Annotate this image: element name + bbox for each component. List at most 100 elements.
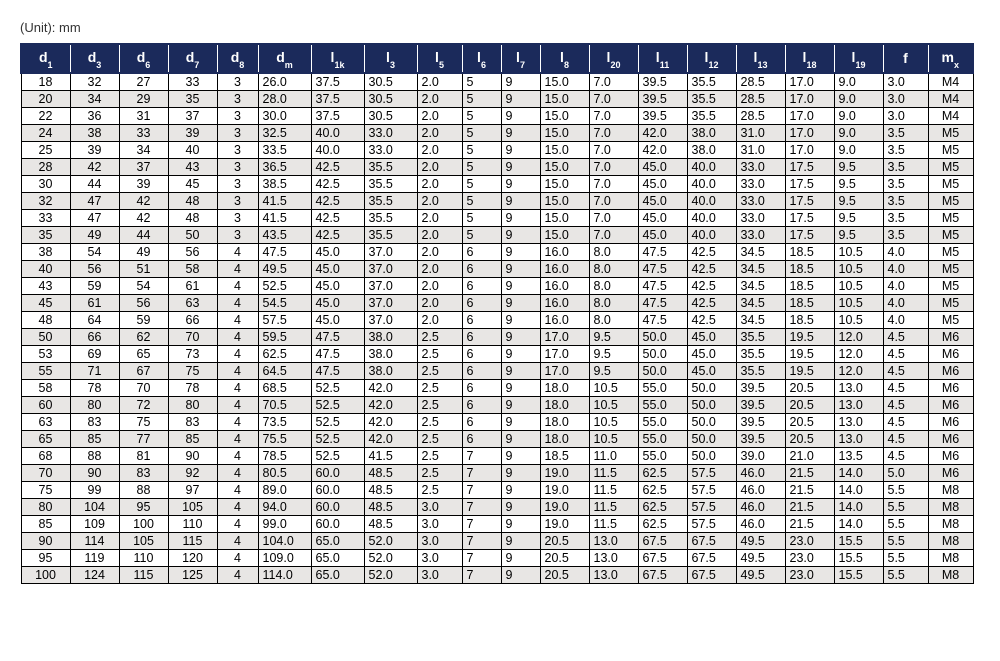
table-cell: 45.0: [638, 175, 687, 192]
table-cell: 9: [501, 175, 540, 192]
table-cell: M5: [928, 209, 973, 226]
table-cell: 94.0: [258, 498, 311, 515]
table-cell: 114.0: [258, 566, 311, 583]
table-cell: 9: [501, 226, 540, 243]
table-cell: 42.0: [364, 396, 417, 413]
table-cell: 38.5: [258, 175, 311, 192]
table-cell: 35.5: [364, 209, 417, 226]
table-cell: 40.0: [311, 124, 364, 141]
table-cell: 42.0: [364, 413, 417, 430]
table-cell: 34.5: [736, 294, 785, 311]
table-cell: 32: [21, 192, 70, 209]
table-cell: 2.0: [417, 277, 462, 294]
table-cell: 2.5: [417, 481, 462, 498]
table-cell: 47.5: [311, 328, 364, 345]
table-cell: 15.5: [834, 549, 883, 566]
table-cell: 33.0: [736, 158, 785, 175]
table-cell: 45.0: [638, 209, 687, 226]
table-cell: 39.5: [736, 413, 785, 430]
table-cell: 17.5: [785, 226, 834, 243]
table-cell: 28: [21, 158, 70, 175]
table-cell: 17.0: [540, 362, 589, 379]
table-cell: 64: [70, 311, 119, 328]
table-cell: 57.5: [687, 498, 736, 515]
unit-label: (Unit): mm: [20, 20, 980, 35]
table-cell: 41.5: [258, 192, 311, 209]
table-cell: 58: [21, 379, 70, 396]
table-cell: 28.5: [736, 107, 785, 124]
table-row: 32474248341.542.535.52.05915.07.045.040.…: [21, 192, 973, 209]
table-cell: 12.0: [834, 345, 883, 362]
table-cell: M6: [928, 447, 973, 464]
table-cell: 4.5: [883, 345, 928, 362]
table-cell: 50: [168, 226, 217, 243]
table-cell: 34.5: [736, 277, 785, 294]
table-cell: 3: [217, 226, 258, 243]
table-cell: 7.0: [589, 90, 638, 107]
table-cell: 47.5: [311, 345, 364, 362]
table-cell: 40.0: [687, 192, 736, 209]
table-cell: 49.5: [736, 566, 785, 583]
table-cell: 10.5: [589, 430, 638, 447]
table-cell: 6: [462, 413, 501, 430]
table-cell: 35: [21, 226, 70, 243]
table-cell: 89.0: [258, 481, 311, 498]
table-cell: M5: [928, 175, 973, 192]
table-cell: 49: [119, 243, 168, 260]
table-cell: 33.0: [736, 192, 785, 209]
table-cell: 20.5: [785, 396, 834, 413]
table-cell: 42.5: [687, 294, 736, 311]
table-cell: 42.0: [638, 124, 687, 141]
table-cell: 52.0: [364, 532, 417, 549]
table-cell: 9: [501, 413, 540, 430]
table-row: 35494450343.542.535.52.05915.07.045.040.…: [21, 226, 973, 243]
table-cell: 80: [70, 396, 119, 413]
table-cell: 34: [70, 90, 119, 107]
table-cell: 19.0: [540, 498, 589, 515]
table-cell: 2.5: [417, 362, 462, 379]
table-cell: 10.5: [834, 311, 883, 328]
table-cell: 78.5: [258, 447, 311, 464]
table-cell: 6: [462, 379, 501, 396]
table-cell: M4: [928, 90, 973, 107]
table-cell: 4.0: [883, 243, 928, 260]
table-cell: 2.0: [417, 260, 462, 277]
table-cell: 81: [119, 447, 168, 464]
table-cell: 4: [217, 294, 258, 311]
table-cell: 45: [21, 294, 70, 311]
table-cell: 6: [462, 311, 501, 328]
table-cell: 2.5: [417, 430, 462, 447]
table-cell: 39.5: [638, 107, 687, 124]
table-cell: 65: [119, 345, 168, 362]
table-cell: 119: [70, 549, 119, 566]
table-cell: 9: [501, 379, 540, 396]
table-row: 63837583473.552.542.02.56918.010.555.050…: [21, 413, 973, 430]
table-cell: 9: [501, 90, 540, 107]
table-cell: 13.0: [589, 549, 638, 566]
table-cell: 30.0: [258, 107, 311, 124]
table-row: 38544956447.545.037.02.06916.08.047.542.…: [21, 243, 973, 260]
table-cell: 3: [217, 124, 258, 141]
table-cell: M8: [928, 549, 973, 566]
table-cell: 2.0: [417, 158, 462, 175]
table-cell: 83: [119, 464, 168, 481]
table-cell: 31.0: [736, 124, 785, 141]
table-cell: 35: [168, 90, 217, 107]
table-cell: 80: [21, 498, 70, 515]
table-cell: 41.5: [258, 209, 311, 226]
table-cell: 85: [21, 515, 70, 532]
table-cell: 57.5: [687, 464, 736, 481]
table-cell: 42.5: [687, 311, 736, 328]
table-cell: 14.0: [834, 464, 883, 481]
table-cell: 88: [119, 481, 168, 498]
table-cell: 4: [217, 430, 258, 447]
table-cell: 2.5: [417, 464, 462, 481]
table-cell: 7: [462, 549, 501, 566]
table-cell: 47.5: [638, 243, 687, 260]
table-cell: 64.5: [258, 362, 311, 379]
table-cell: 20.5: [785, 413, 834, 430]
table-cell: 4: [217, 566, 258, 583]
table-cell: 17.0: [785, 73, 834, 91]
table-cell: 30: [21, 175, 70, 192]
table-cell: 50.0: [638, 345, 687, 362]
